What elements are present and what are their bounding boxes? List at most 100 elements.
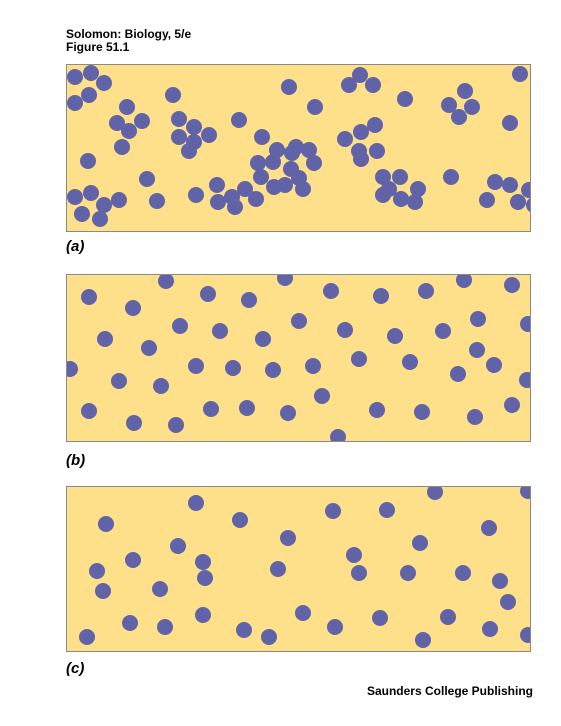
organism-dot xyxy=(323,283,339,299)
panel-label-c: (c) xyxy=(66,660,85,677)
organism-dot xyxy=(114,139,130,155)
panel-uniform xyxy=(66,274,531,442)
organism-dot xyxy=(125,300,141,316)
organism-dot xyxy=(81,403,97,419)
organism-dot xyxy=(201,127,217,143)
organism-dot xyxy=(379,502,395,518)
organism-dot xyxy=(351,565,367,581)
organism-dot xyxy=(414,404,430,420)
dots-clumped xyxy=(67,65,530,227)
organism-dot xyxy=(526,198,530,212)
organism-dot xyxy=(464,99,480,115)
organism-dot xyxy=(375,169,391,185)
organism-dot xyxy=(153,378,169,394)
organism-dot xyxy=(519,372,530,388)
organism-dot xyxy=(325,503,341,519)
organism-dot xyxy=(291,313,307,329)
organism-dot xyxy=(369,402,385,418)
organism-dot xyxy=(510,194,526,210)
organism-dot xyxy=(209,177,225,193)
organism-dot xyxy=(500,594,516,610)
organism-dot xyxy=(330,429,346,441)
organism-dot xyxy=(502,115,518,131)
organism-dot xyxy=(67,95,83,111)
organism-dot xyxy=(502,177,518,193)
organism-dot xyxy=(337,322,353,338)
panel-random xyxy=(66,486,531,652)
organism-dot xyxy=(134,113,150,129)
organism-dot xyxy=(210,194,226,210)
organism-dot xyxy=(122,615,138,631)
organism-dot xyxy=(367,117,383,133)
organism-dot xyxy=(265,154,281,170)
organism-dot xyxy=(280,530,296,546)
organism-dot xyxy=(152,581,168,597)
organism-dot xyxy=(186,119,202,135)
organism-dot xyxy=(487,174,503,190)
organism-dot xyxy=(372,610,388,626)
organism-dot xyxy=(265,362,281,378)
organism-dot xyxy=(74,206,90,222)
organism-dot xyxy=(520,627,530,643)
organism-dot xyxy=(232,512,248,528)
dots-uniform xyxy=(67,275,530,441)
organism-dot xyxy=(456,275,472,288)
organism-dot xyxy=(281,79,297,95)
organism-dot xyxy=(440,609,456,625)
organism-dot xyxy=(253,169,269,185)
organism-dot xyxy=(352,67,368,83)
organism-dot xyxy=(236,622,252,638)
organism-dot xyxy=(188,358,204,374)
organism-dot xyxy=(97,331,113,347)
organism-dot xyxy=(172,318,188,334)
organism-dot xyxy=(239,400,255,416)
organism-dot xyxy=(305,358,321,374)
organism-dot xyxy=(295,181,311,197)
organism-dot xyxy=(170,538,186,554)
organism-dot xyxy=(81,87,97,103)
organism-dot xyxy=(195,607,211,623)
organism-dot xyxy=(200,286,216,302)
organism-dot xyxy=(435,323,451,339)
organism-dot xyxy=(470,311,486,327)
panel-label-a: (a) xyxy=(66,238,85,255)
organism-dot xyxy=(520,316,530,332)
organism-dot xyxy=(284,145,300,161)
organism-dot xyxy=(96,197,112,213)
organism-dot xyxy=(225,360,241,376)
panel-clumped xyxy=(66,64,531,232)
organism-dot xyxy=(250,155,266,171)
organism-dot xyxy=(83,185,99,201)
organism-dot xyxy=(353,151,369,167)
organism-dot xyxy=(212,323,228,339)
organism-dot xyxy=(455,565,471,581)
organism-dot xyxy=(375,187,391,203)
organism-dot xyxy=(353,124,369,140)
organism-dot xyxy=(139,171,155,187)
organism-dot xyxy=(457,83,473,99)
organism-dot xyxy=(492,573,508,589)
organism-dot xyxy=(504,277,520,293)
organism-dot xyxy=(141,340,157,356)
organism-dot xyxy=(111,373,127,389)
organism-dot xyxy=(295,605,311,621)
organism-dot xyxy=(306,155,322,171)
organism-dot xyxy=(171,111,187,127)
organism-dot xyxy=(270,561,286,577)
organism-dot xyxy=(80,153,96,169)
organism-dot xyxy=(111,192,127,208)
organism-dot xyxy=(280,405,296,421)
organism-dot xyxy=(109,115,125,131)
organism-dot xyxy=(504,397,520,413)
figure-header: Solomon: Biology, 5/e Figure 51.1 xyxy=(66,28,191,54)
figure-number: Figure 51.1 xyxy=(66,40,130,54)
organism-dot xyxy=(365,77,381,93)
organism-dot xyxy=(237,181,253,197)
organism-dot xyxy=(181,143,197,159)
organism-dot xyxy=(168,417,184,433)
organism-dot xyxy=(83,65,99,81)
organism-dot xyxy=(79,629,95,645)
organism-dot xyxy=(520,487,530,499)
organism-dot xyxy=(521,182,530,198)
organism-dot xyxy=(119,99,135,115)
